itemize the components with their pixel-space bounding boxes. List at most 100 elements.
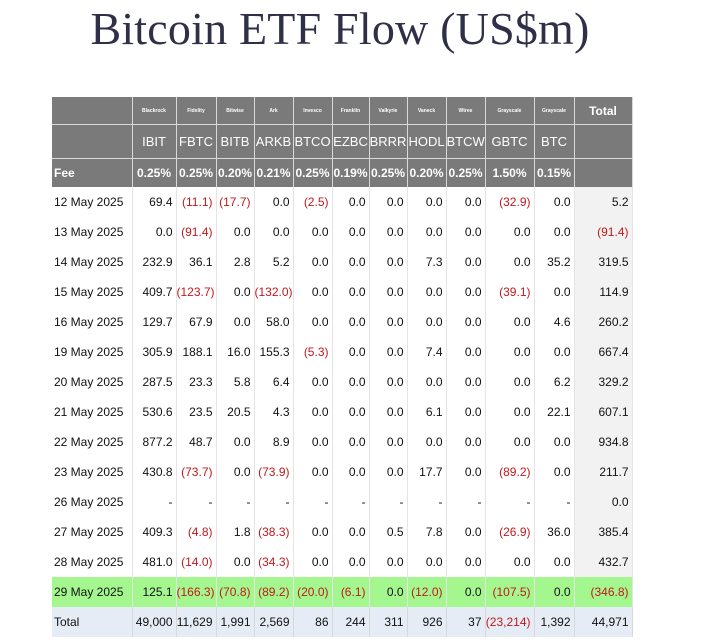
row-total: 432.7: [574, 547, 633, 577]
flow-value-arkb: -: [254, 487, 294, 517]
flow-value-hodl: -: [407, 487, 447, 517]
table-row: 14 May 2025 232.9 36.1 2.8 5.2 0.0 0.0 0.0 7.3 0.…: [52, 247, 633, 277]
flow-value-arkb: 6.4: [254, 367, 294, 397]
row-date: 22 May 2025: [52, 427, 133, 457]
flow-value-bitb: 0.0: [216, 427, 255, 457]
flow-value-hodl: 0.0: [407, 307, 447, 337]
flow-value-ibit: 125.1: [132, 577, 177, 607]
issuer-header-bitb: Bitwise: [216, 97, 255, 125]
row-date: 26 May 2025: [52, 487, 133, 517]
flow-value-gbtc: (26.9): [485, 517, 535, 547]
row-date: 21 May 2025: [52, 397, 133, 427]
page-title: Bitcoin ETF Flow (US$m): [90, 3, 590, 54]
issuer-header-btco: Invesco: [293, 97, 333, 125]
row-date: 16 May 2025: [52, 307, 133, 337]
total-ezbc: 244: [332, 607, 370, 637]
flow-value-fbtc: 23.5: [176, 397, 217, 427]
flow-value-bitb: 0.0: [216, 217, 255, 247]
table-row: 12 May 2025 69.4 (11.1) (17.7) 0.0 (2.5) 0.0 0.…: [52, 187, 633, 217]
flow-value-btc: 0.0: [534, 337, 575, 367]
flow-value-btco: 0.0: [293, 217, 333, 247]
total-header: Total: [574, 97, 633, 125]
flow-value-arkb: (38.3): [254, 517, 294, 547]
row-date: 29 May 2025: [52, 577, 133, 607]
flow-value-ezbc: 0.0: [332, 277, 370, 307]
fee-ezbc: 0.19%: [332, 158, 370, 187]
ticker-header-fbtc: FBTC: [176, 124, 217, 159]
flow-value-arkb: 155.3: [254, 337, 294, 367]
flow-value-bitb: 2.8: [216, 247, 255, 277]
ticker-header-gbtc: GBTC: [485, 124, 535, 159]
issuer-header-gbtc: Grayscale: [485, 97, 535, 125]
table-row: 13 May 2025 0.0 (91.4) 0.0 0.0 0.0 0.0 0.0 0.0 0.…: [52, 217, 633, 247]
flow-value-fbtc: 188.1: [176, 337, 217, 367]
fee-row: Fee 0.25% 0.25% 0.20% 0.21% 0.25% 0.19% 0.25% 0.…: [52, 158, 633, 187]
row-total: 5.2: [574, 187, 633, 217]
flow-value-hodl: 0.0: [407, 187, 447, 217]
flow-value-btcw: 0.0: [446, 187, 486, 217]
flow-value-btcw: 0.0: [446, 367, 486, 397]
flow-value-bitb: 1.8: [216, 517, 255, 547]
flow-value-ezbc: 0.0: [332, 247, 370, 277]
etf-flow-table: Blackrock Fidelity Bitwise Ark Invesco Frankl…: [52, 97, 633, 637]
row-total: (346.8): [574, 577, 633, 607]
flow-value-ezbc: 0.0: [332, 307, 370, 337]
ticker-header-btco: BTCO: [293, 124, 333, 159]
flow-value-gbtc: -: [485, 487, 535, 517]
flow-value-arkb: (34.3): [254, 547, 294, 577]
flow-value-btc: 6.2: [534, 367, 575, 397]
ticker-header-ezbc: EZBC: [332, 124, 370, 159]
flow-value-btco: 0.0: [293, 457, 333, 487]
flow-value-btcw: 0.0: [446, 517, 486, 547]
row-total: 385.4: [574, 517, 633, 547]
flow-value-btco: 0.0: [293, 397, 333, 427]
issuer-header-hodl: Vaneck: [407, 97, 447, 125]
grand-total: 44,971: [574, 607, 633, 637]
flow-value-hodl: 0.0: [407, 427, 447, 457]
flow-value-hodl: (12.0): [407, 577, 447, 607]
flow-value-bitb: (70.8): [216, 577, 255, 607]
flow-value-ibit: 877.2: [132, 427, 177, 457]
flow-value-arkb: (73.9): [254, 457, 294, 487]
row-date: 14 May 2025: [52, 247, 133, 277]
flow-value-brrr: -: [369, 487, 408, 517]
flow-value-hodl: 0.0: [407, 367, 447, 397]
ticker-header-btc: BTC: [534, 124, 575, 159]
flow-value-arkb: 58.0: [254, 307, 294, 337]
flow-value-gbtc: 0.0: [485, 337, 535, 367]
fee-bitb: 0.20%: [216, 158, 255, 187]
row-date: 15 May 2025: [52, 277, 133, 307]
row-total: 319.5: [574, 247, 633, 277]
total-fbtc: 11,629: [176, 607, 217, 637]
flow-value-brrr: 0.0: [369, 247, 408, 277]
flow-value-gbtc: (89.2): [485, 457, 535, 487]
flow-value-btco: 0.0: [293, 517, 333, 547]
row-total: 114.9: [574, 277, 633, 307]
flow-value-gbtc: (39.1): [485, 277, 535, 307]
flow-value-ibit: 409.7: [132, 277, 177, 307]
flow-value-ibit: 69.4: [132, 187, 177, 217]
flow-value-btc: 35.2: [534, 247, 575, 277]
flow-value-btco: (20.0): [293, 577, 333, 607]
table-row: 21 May 2025 530.6 23.5 20.5 4.3 0.0 0.0 0.0 6.1 0…: [52, 397, 633, 427]
flow-value-hodl: 7.3: [407, 247, 447, 277]
table-row: 28 May 2025 481.0 (14.0) 0.0 (34.3) 0.0 0.0 0.0…: [52, 547, 633, 577]
row-total: 211.7: [574, 457, 633, 487]
flow-value-fbtc: (166.3): [176, 577, 217, 607]
flow-value-bitb: (17.7): [216, 187, 255, 217]
fee-ibit: 0.25%: [132, 158, 177, 187]
flow-value-ezbc: 0.0: [332, 217, 370, 247]
flow-value-bitb: 0.0: [216, 307, 255, 337]
ticker-header-btcw: BTCW: [446, 124, 486, 159]
flow-value-bitb: 5.8: [216, 367, 255, 397]
flow-value-ibit: 409.3: [132, 517, 177, 547]
flow-value-gbtc: (107.5): [485, 577, 535, 607]
flow-value-btco: (2.5): [293, 187, 333, 217]
fee-total-blank: [574, 158, 633, 187]
flow-value-btcw: -: [446, 487, 486, 517]
flow-value-brrr: 0.0: [369, 277, 408, 307]
flow-value-gbtc: (32.9): [485, 187, 535, 217]
table-row: 29 May 2025 125.1 (166.3) (70.8) (89.2) (20.0…: [52, 577, 633, 607]
flow-value-brrr: 0.0: [369, 217, 408, 247]
total-ibit: 49,000: [132, 607, 177, 637]
